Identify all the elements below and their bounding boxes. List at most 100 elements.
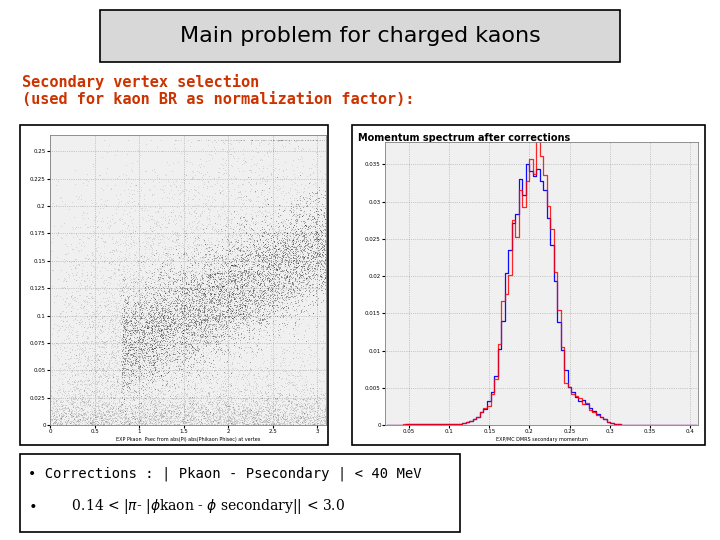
Point [197,400,208,408]
Point [125,390,136,399]
Point [300,230,311,238]
Point [268,254,279,263]
Point [242,246,253,255]
Point [264,251,276,259]
Point [193,168,204,177]
Point [141,324,153,333]
Point [186,229,197,238]
Point [75,304,86,313]
Point [228,293,240,301]
Point [126,357,138,366]
Point [274,293,286,301]
Point [157,316,168,325]
Point [216,309,228,318]
Point [114,319,125,327]
Point [161,341,173,349]
Point [91,413,102,421]
Point [86,418,98,427]
Point [253,294,264,302]
Point [225,309,236,318]
Point [166,299,177,307]
Point [146,246,158,254]
Point [45,392,57,400]
Point [261,418,272,427]
Point [159,324,171,333]
Point [124,346,135,354]
Point [123,413,135,422]
Point [248,274,259,282]
Point [293,286,305,294]
Point [168,318,179,327]
Point [126,284,138,293]
Point [294,136,305,145]
Point [158,268,169,276]
Point [225,266,236,275]
Point [244,386,256,395]
Point [220,258,231,267]
Point [299,220,310,229]
Point [146,191,158,199]
Point [192,218,203,227]
Point [139,413,150,421]
Point [296,249,307,258]
Point [103,312,114,321]
Point [95,401,107,409]
Point [264,254,276,262]
Point [68,213,80,222]
Point [305,264,316,273]
Point [107,407,118,415]
Point [245,267,256,276]
Point [248,226,260,234]
Point [203,242,215,251]
Point [130,371,141,380]
Point [220,392,231,400]
Point [265,379,276,387]
Point [129,307,140,316]
Point [241,274,253,282]
Point [209,414,220,423]
Point [150,341,161,350]
Point [222,342,234,351]
Point [307,358,319,367]
Point [298,245,310,253]
Point [63,362,75,370]
Point [291,275,302,284]
Point [158,412,169,421]
Point [212,406,224,414]
Point [191,400,202,409]
Point [316,265,328,274]
Point [148,411,159,420]
Point [82,352,94,360]
Point [181,382,192,390]
Point [223,416,235,424]
Point [200,407,212,416]
Point [159,279,171,288]
Point [287,415,299,424]
Point [240,228,252,237]
Point [241,302,253,311]
Point [222,416,233,425]
Point [162,402,174,411]
Point [192,254,203,263]
Point [166,277,177,286]
Point [288,286,300,295]
Point [62,389,73,397]
Point [184,255,196,264]
Point [202,314,214,322]
Point [275,291,287,300]
Point [293,247,305,255]
Point [320,219,331,227]
Point [228,147,239,156]
Point [315,235,326,244]
Point [302,342,314,351]
Point [240,310,251,319]
Point [248,291,260,300]
Point [244,416,256,425]
Point [96,417,107,426]
Point [178,377,189,386]
Point [163,407,174,415]
Point [260,410,271,418]
Point [319,226,330,235]
Point [270,350,282,359]
Point [67,402,78,411]
